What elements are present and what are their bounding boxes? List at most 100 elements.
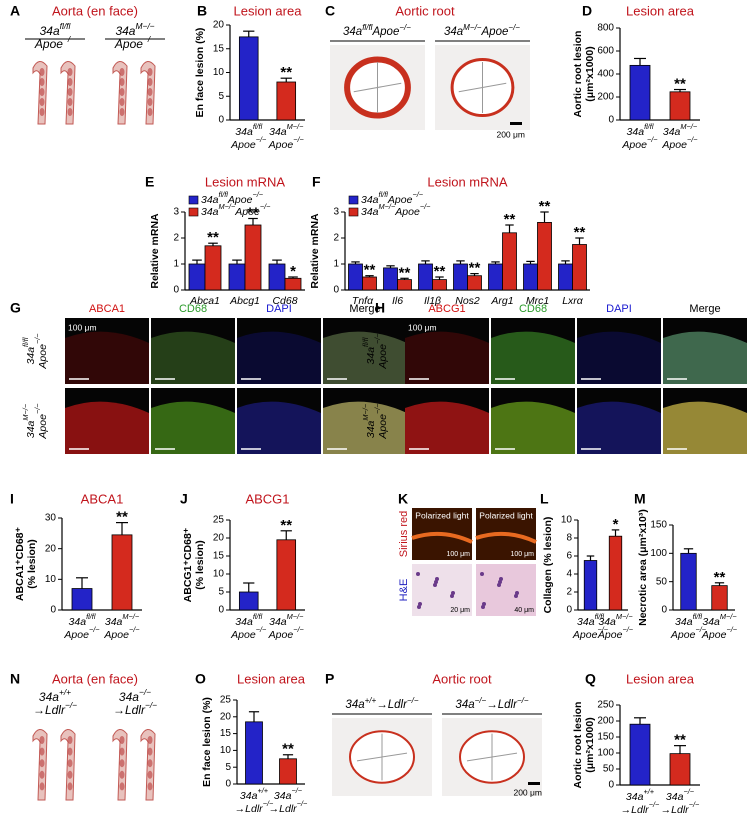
error-bar [505,224,514,233]
error-bar [400,277,409,280]
lesion-stain [119,782,125,791]
significance: ** [364,262,376,279]
column-header: ABCA1 [89,303,125,315]
panel-label: Q [585,671,596,687]
error-bar [243,582,255,592]
y-axis-label: En face lesion (%) [201,697,213,787]
scale-bar-label: 100 μm [447,551,471,558]
group-label: 34afl/flApoe−/− [343,23,411,38]
scale-bar-label: 100 μm [408,322,437,332]
lesion-stain [67,98,73,106]
significance: ** [399,264,411,281]
error-bar [282,754,294,759]
y-tick-label: 150 [597,732,614,743]
x-tick-label: Apoe−/− [572,625,609,640]
x-tick-label: →Ldlr−/− [235,799,274,814]
tissue-signal [491,331,575,384]
x-tick-label: 34aM−/− [105,612,140,627]
valve [466,733,518,781]
bar [71,588,93,611]
lesion-stain [39,770,45,779]
x-tick-label: 34a+/+ [240,786,269,801]
bar [279,758,297,785]
significance: ** [116,509,128,526]
lesion-stain [147,68,153,76]
y-tick-label: 0 [333,285,339,296]
x-tick-label: 34afl/fl [69,612,96,627]
error-bar [491,261,500,264]
lesion-stain [147,108,153,116]
y-tick-label: 20 [213,20,225,31]
bar [537,221,552,291]
scale-bar-label: 100 μm [68,322,97,332]
significance: ** [280,64,292,81]
error-bar [365,275,374,277]
x-tick-label: 34aM−/− [598,612,633,627]
y-axis-label: (μm²x1000) [584,46,596,101]
image-caption: Polarized light [415,510,469,520]
valve [356,733,408,781]
y-tick-label: 0 [218,115,224,126]
tissue-signal [151,401,235,454]
y-tick-label: 800 [597,23,614,34]
error-bar [634,717,646,725]
bar [276,539,297,611]
lesion-stain [39,78,45,86]
row-label: H&E [398,579,410,602]
y-axis-label: Relative mRNA [149,213,161,289]
y-tick-label: 10 [561,515,573,526]
significance: ** [469,260,481,277]
y-tick-label: 0 [661,605,667,616]
y-tick-label: 1 [333,259,339,270]
bar [711,585,728,611]
tissue-signal [577,331,661,384]
lesion-stain [39,736,45,744]
bar [284,277,302,291]
chart-title: Lesion area [237,671,306,686]
scale-bar-label: 20 μm [450,607,470,614]
bar [488,263,503,291]
bar [583,560,598,611]
y-tick-label: 5 [225,762,231,773]
tissue-signal [491,401,575,454]
error-bar [248,217,258,225]
y-tick-label: 5 [218,91,224,102]
y-tick-label: 3 [333,207,339,218]
legend-label: 34aM−/−Apoe−/− [201,202,271,217]
y-tick-label: 10 [45,574,57,585]
lesion-stain [67,759,73,768]
tissue-signal [237,331,321,384]
legend-swatch [348,195,359,205]
y-tick-label: 15 [213,43,225,54]
lesion-stain [67,78,73,86]
collagen-signal [411,531,473,544]
y-tick-label: 600 [597,46,614,57]
panel-label: H [375,300,385,316]
y-tick-label: 200 [597,92,614,103]
significance: ** [674,75,686,92]
lesion-stain [67,736,73,744]
error-bar [575,237,584,245]
y-tick-label: 2 [566,587,572,598]
lesion-stain [39,88,45,96]
significance: * [613,516,619,533]
x-tick-label: Abcg1 [229,295,260,307]
lesion-stain [39,108,45,116]
column-header: Merge [349,303,380,315]
scale-bar-label: 100 μm [511,551,535,558]
column-header: DAPI [606,303,632,315]
x-tick-label: Cd68 [272,295,297,307]
row-label: Apoe−/− [373,403,388,440]
significance: ** [207,229,219,246]
tissue-signal [405,331,489,384]
error-bar [248,711,260,722]
legend-label: 34afl/flApoe−/− [361,190,424,205]
nucleus [480,572,484,576]
bar [188,263,206,291]
y-axis-label: Collagen (% lesion) [542,517,554,614]
x-tick-label: Il6 [392,295,403,307]
error-bar [243,30,255,37]
tissue-signal [323,331,407,384]
panel-label: E [145,174,154,190]
y-axis-label: Aortic root lesion [572,31,584,118]
